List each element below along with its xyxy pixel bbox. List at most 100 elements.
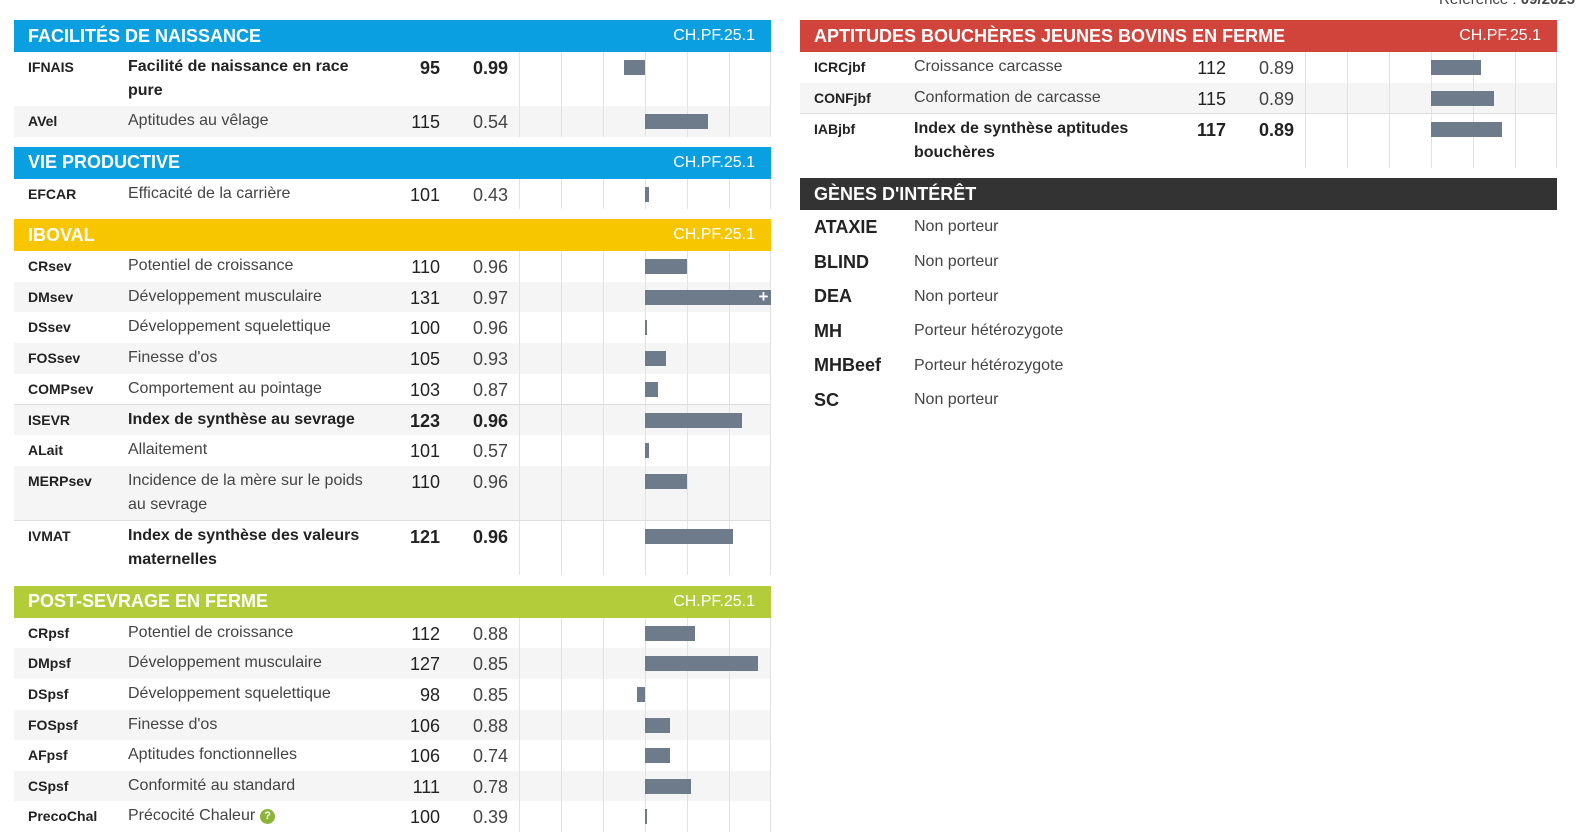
- index-value: 110: [411, 471, 440, 492]
- index-bar-chart: [1305, 82, 1557, 114]
- index-cd: 0.93: [472, 348, 508, 369]
- gene-name: MHBeef: [814, 355, 882, 376]
- index-label-text: Finesse d'os: [128, 348, 218, 366]
- index-cd: 0.96: [472, 471, 508, 492]
- index-label-text: Comportement au pointage: [128, 379, 322, 397]
- index-cd: 0.87: [472, 379, 508, 400]
- section-code: CH.PF.25.1: [673, 27, 755, 44]
- index-bar-chart: [519, 770, 771, 802]
- table-row: AVel Aptitudes au vêlage 115 0.54: [14, 106, 771, 137]
- gridline: [603, 52, 604, 106]
- index-value: 101: [409, 441, 440, 462]
- gridline: [561, 465, 562, 520]
- index-label-text: Efficacité de la carrière: [128, 184, 291, 202]
- index-label-text: Précocité Chaleur: [128, 807, 256, 825]
- table-row: CRsev Potentiel de croissance 110 0.96: [14, 251, 771, 282]
- index-cd: 0.97: [472, 287, 508, 308]
- index-bar-chart: [519, 801, 771, 832]
- gridline: [687, 373, 688, 405]
- gridline: [770, 648, 771, 679]
- gridline: [561, 678, 562, 710]
- gridline: [729, 465, 730, 520]
- index-bar-chart: [519, 740, 771, 771]
- index-label: Facilité de naissance en race pure: [128, 52, 368, 106]
- gene-status: Non porteur: [914, 287, 999, 305]
- gridline: [519, 709, 520, 741]
- help-icon[interactable]: ?: [260, 809, 276, 825]
- section-header-naissance: FACILITÉS DE NAISSANCE CH.PF.25.1: [14, 20, 771, 52]
- index-cd: 0.88: [472, 715, 508, 736]
- index-bar: [645, 748, 671, 764]
- index-label-text: Potentiel de croissance: [128, 623, 294, 641]
- index-cd: 0.89: [1258, 58, 1294, 78]
- index-cd: 0.43: [472, 184, 508, 205]
- gridline: [561, 520, 562, 575]
- index-value: 103: [409, 379, 440, 400]
- index-bar-chart: [519, 106, 771, 137]
- gridline: [603, 373, 604, 405]
- section-code: CH.PF.25.1: [1459, 27, 1541, 44]
- index-abbr: FOSpsf: [28, 716, 78, 733]
- gridline: [519, 405, 520, 436]
- index-bar-chart: [519, 251, 771, 282]
- gridline: [561, 617, 562, 649]
- index-cd: 0.88: [472, 623, 508, 644]
- gridline: [519, 678, 520, 710]
- gridline: [561, 373, 562, 405]
- index-value: 110: [411, 257, 440, 278]
- index-cd: 0.96: [472, 318, 508, 339]
- gridline: [687, 178, 688, 210]
- index-bar: [645, 717, 671, 733]
- gridline: [603, 435, 604, 466]
- table-row: COMPsev Comportement au pointage 103 0.87: [14, 373, 771, 405]
- index-label-text: Développement musculaire: [128, 287, 322, 305]
- left-column: FACILITÉS DE NAISSANCE CH.PF.25.1 IFNAIS Fa…: [14, 20, 771, 832]
- gene-name: MH: [814, 320, 842, 341]
- gene-row: ATAXIE Non porteur: [800, 210, 1557, 245]
- index-abbr: CRsev: [28, 258, 72, 275]
- gridline: [519, 520, 520, 575]
- right-column: APTITUDES BOUCHÈRES JEUNES BOVINS EN FER…: [800, 20, 1557, 418]
- gridline: [729, 342, 730, 374]
- index-cd: 0.96: [472, 526, 508, 547]
- index-label-text: Aptitudes fonctionnelles: [128, 746, 297, 764]
- index-bar-chart: +: [519, 281, 771, 313]
- gene-name: BLIND: [814, 251, 869, 272]
- table-row: DMpsf Développement musculaire 127 0.85: [14, 648, 771, 679]
- index-abbr: CRpsf: [28, 624, 70, 641]
- section-code: CH.PF.25.1: [673, 226, 755, 244]
- index-bar-chart: [519, 312, 771, 343]
- index-bar: [645, 473, 687, 489]
- gene-name: ATAXIE: [814, 216, 878, 237]
- index-abbr: EFCAR: [28, 185, 77, 202]
- gridline: [561, 342, 562, 374]
- gridline: [770, 435, 771, 466]
- index-bar: [645, 186, 650, 202]
- gridline: [687, 678, 688, 710]
- index-label-text: Index de synthèse aptitudes bouchères: [914, 120, 1129, 162]
- index-bar: [645, 114, 708, 129]
- section-title: VIE PRODUCTIVE: [28, 152, 181, 173]
- section-gap: [14, 137, 771, 147]
- section-header-vie: VIE PRODUCTIVE CH.PF.25.1: [14, 146, 771, 179]
- gridline: [770, 709, 771, 741]
- rows-iboval: CRsev Potentiel de croissance 110 0.96 DMsev…: [14, 251, 771, 575]
- index-value: 105: [409, 348, 440, 369]
- table-row: CSpsf Conformité au standard 111 0.78: [14, 770, 771, 802]
- gridline: [770, 52, 771, 106]
- index-bar: [1431, 90, 1494, 106]
- gridline: [770, 342, 771, 374]
- section-header-postsevrage: POST-SEVRAGE EN FERME CH.PF.25.1: [14, 585, 771, 618]
- gene-status: Porteur hétérozygote: [914, 322, 1064, 340]
- gridline: [729, 709, 730, 741]
- gridline: [687, 709, 688, 741]
- gene-name: SC: [814, 389, 840, 410]
- index-label: Comportement au pointage: [128, 374, 368, 405]
- table-row: FOSsev Finesse d'os 105 0.93: [14, 342, 771, 374]
- gene-row: SC Non porteur: [800, 383, 1557, 418]
- index-bar-chart: [519, 342, 771, 374]
- index-cd: 0.89: [1258, 88, 1294, 109]
- gridline: [1556, 82, 1557, 114]
- index-bar: [645, 625, 696, 641]
- index-label: Allaitement: [128, 435, 368, 466]
